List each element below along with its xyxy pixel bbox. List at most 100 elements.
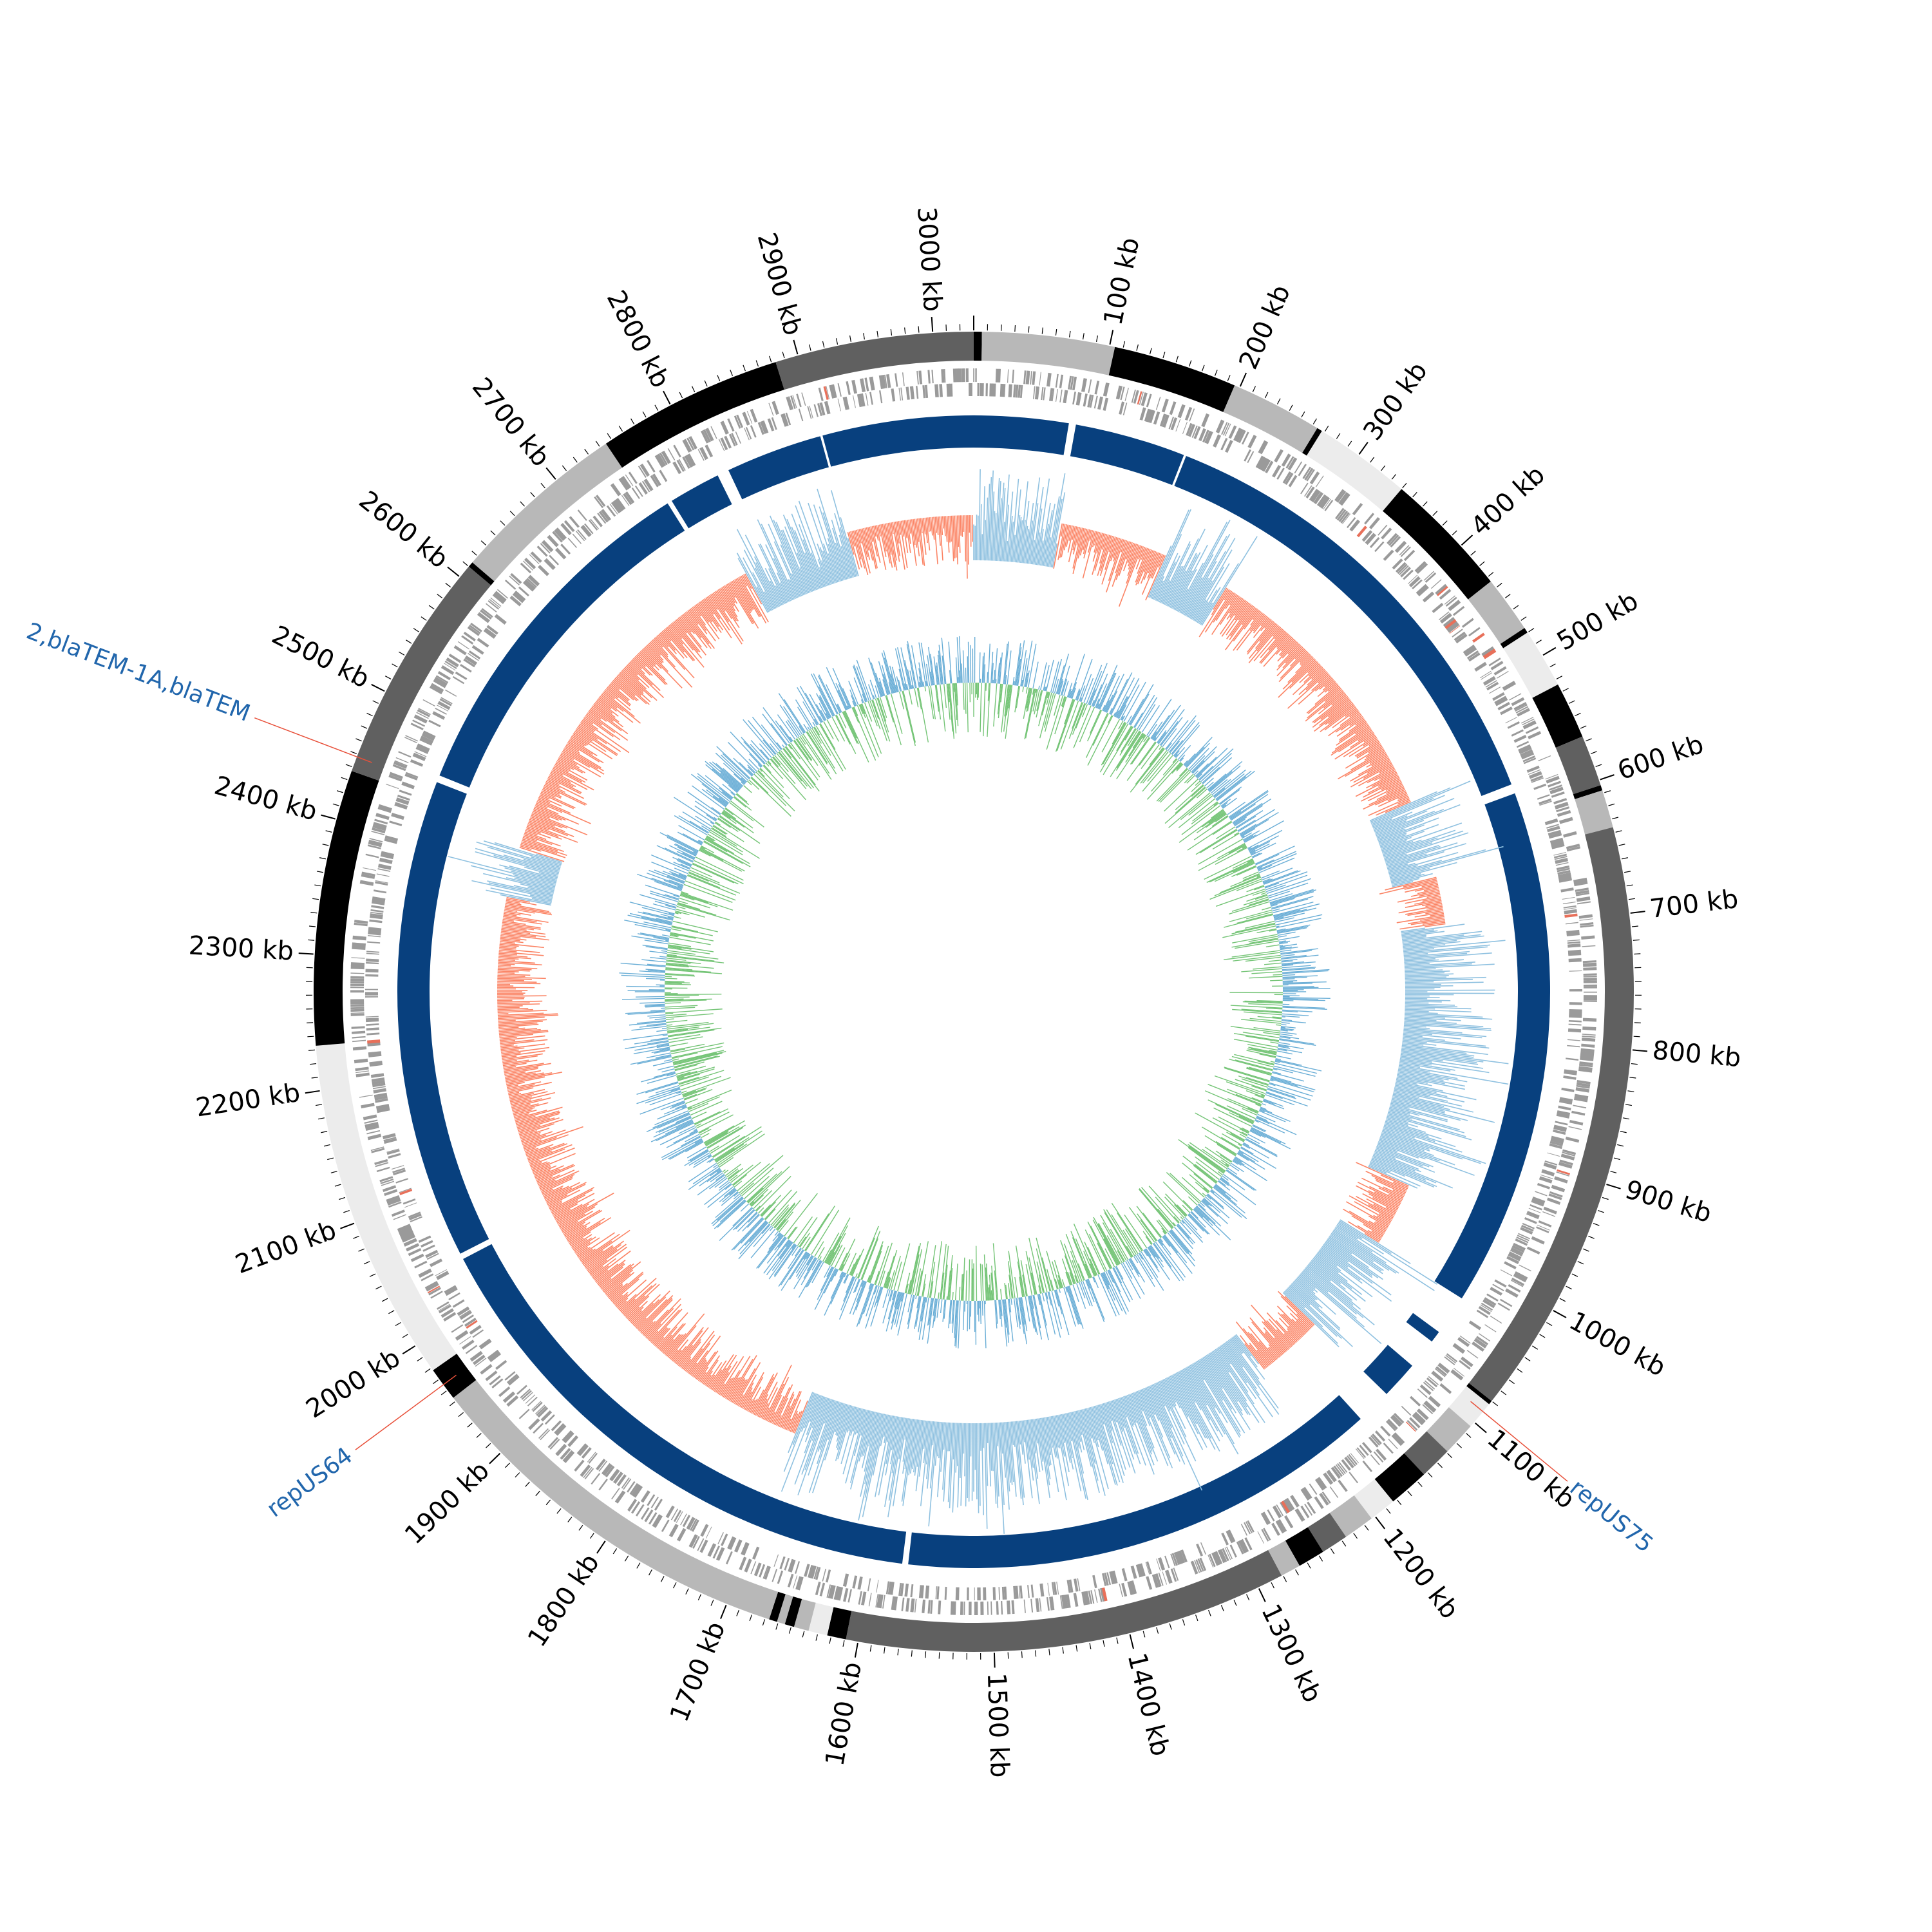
gc-skew-bar (1018, 481, 1028, 563)
gc-content-bar (1130, 737, 1150, 765)
gc-content-bar (1240, 1147, 1276, 1169)
cds-feature (366, 958, 379, 962)
gc-skew-bar (538, 1179, 556, 1188)
gc-skew-bar (1175, 1372, 1212, 1439)
minor-tick (413, 628, 419, 632)
cds-feature (1581, 935, 1595, 940)
gc-skew-bar (579, 1248, 596, 1260)
gc-content-bar (1242, 830, 1260, 840)
cds-feature (582, 524, 592, 536)
gc-skew-bar (1374, 1178, 1406, 1193)
cds-feature (1484, 1324, 1497, 1332)
gc-skew-bar (603, 691, 635, 717)
gc-skew-bar (636, 654, 668, 685)
gc-skew-bar (1387, 863, 1408, 871)
gc-content-bar (1052, 1261, 1061, 1289)
gc-content-bar (1003, 1299, 1007, 1328)
cds-feature (1430, 579, 1442, 589)
gc-content-bar (1064, 1243, 1079, 1283)
cds-feature (352, 935, 366, 941)
gc-content-bar (914, 1268, 922, 1296)
gc-skew-bar (622, 1283, 657, 1315)
cds-feature (1171, 1553, 1179, 1566)
gc-skew-bar (1281, 1313, 1303, 1337)
cds-feature (373, 1088, 387, 1094)
cds-feature (1522, 718, 1535, 726)
cds-feature (887, 1581, 892, 1595)
gc-content-bar (1265, 875, 1308, 891)
gc-skew-bar (1376, 786, 1405, 800)
gc-content-bar (893, 1261, 902, 1291)
cds-feature (633, 1485, 643, 1498)
gc-skew-bar (981, 534, 983, 561)
gc-content-bar (1240, 811, 1279, 836)
gc-skew-bar (579, 723, 621, 752)
gc-content-bar (1065, 1233, 1084, 1281)
cds-feature (560, 1448, 571, 1460)
gc-skew-bar (998, 1422, 1005, 1505)
cds-feature (1039, 1598, 1042, 1612)
gc-skew-bar (504, 1071, 526, 1077)
gc-content-bar (1241, 1132, 1248, 1136)
cds-feature (1390, 1416, 1401, 1427)
gc-skew-bar (536, 1164, 576, 1183)
cds-feature (429, 685, 443, 695)
cds-feature (485, 1370, 498, 1381)
gc-skew-bar (1213, 587, 1227, 610)
cds-feature (786, 396, 793, 411)
gc-skew-bar (1362, 1193, 1397, 1212)
gc-skew-bar (1005, 540, 1009, 562)
gc-skew-bar (538, 798, 571, 814)
gc-skew-bar (1403, 1026, 1430, 1030)
cds-feature (375, 1104, 389, 1108)
gc-skew-bar (1162, 1379, 1177, 1406)
minor-tick (1318, 1555, 1323, 1562)
gc-content-bar (1117, 1250, 1124, 1262)
gc-skew-bar (839, 526, 855, 578)
gc-skew-bar (1405, 1010, 1429, 1012)
gc-content-bar (1027, 688, 1033, 712)
gc-content-bar (1178, 798, 1216, 828)
gc-skew-bar (1290, 649, 1307, 667)
gc-content-bar (1269, 893, 1293, 902)
cds-feature (1513, 735, 1527, 743)
cds-feature (779, 1556, 786, 1569)
gc-content-bar (1245, 920, 1275, 929)
gc-skew-bar (1298, 675, 1331, 705)
gc-skew-bar (1057, 524, 1066, 560)
minor-tick (535, 1490, 540, 1497)
cds-feature (563, 1450, 575, 1463)
gc-skew-bar (539, 1170, 580, 1189)
gc-skew-bar (497, 1005, 523, 1007)
gc-content-bar (1280, 1028, 1293, 1032)
cds-feature (644, 1509, 654, 1522)
gc-content-bar (1206, 1194, 1224, 1210)
gc-skew-bar (1402, 1041, 1437, 1046)
cds-feature (1443, 616, 1455, 627)
cds-feature (1553, 851, 1566, 856)
gc-content-bar (1103, 1209, 1133, 1258)
cds-feature (470, 622, 482, 632)
gc-content-bar (883, 1271, 889, 1288)
gc-skew-bar (1135, 547, 1146, 570)
gc-skew-bar (1296, 1277, 1316, 1294)
gc-content-bar (1087, 715, 1113, 766)
gc-content-bar (933, 1298, 936, 1316)
gc-skew-bar (863, 527, 869, 551)
gc-skew-bar (560, 753, 601, 778)
gc-skew-bar (1340, 1219, 1411, 1264)
cds-feature (762, 1566, 769, 1579)
gc-content-bar (891, 1290, 896, 1300)
gc-content-bar (1058, 681, 1064, 695)
gc-skew-bar (513, 1109, 537, 1117)
gc-skew-bar (1053, 1416, 1061, 1449)
cds-feature (1559, 817, 1573, 824)
gc-skew-bar (629, 662, 653, 686)
gc-skew-bar (1201, 1358, 1236, 1414)
gc-skew-bar (590, 707, 622, 732)
cds-feature (1280, 1501, 1291, 1514)
cds-feature (1229, 1544, 1237, 1558)
cds-feature (1569, 1009, 1582, 1013)
cds-feature (549, 1439, 560, 1450)
cds-ring (350, 368, 1597, 1615)
